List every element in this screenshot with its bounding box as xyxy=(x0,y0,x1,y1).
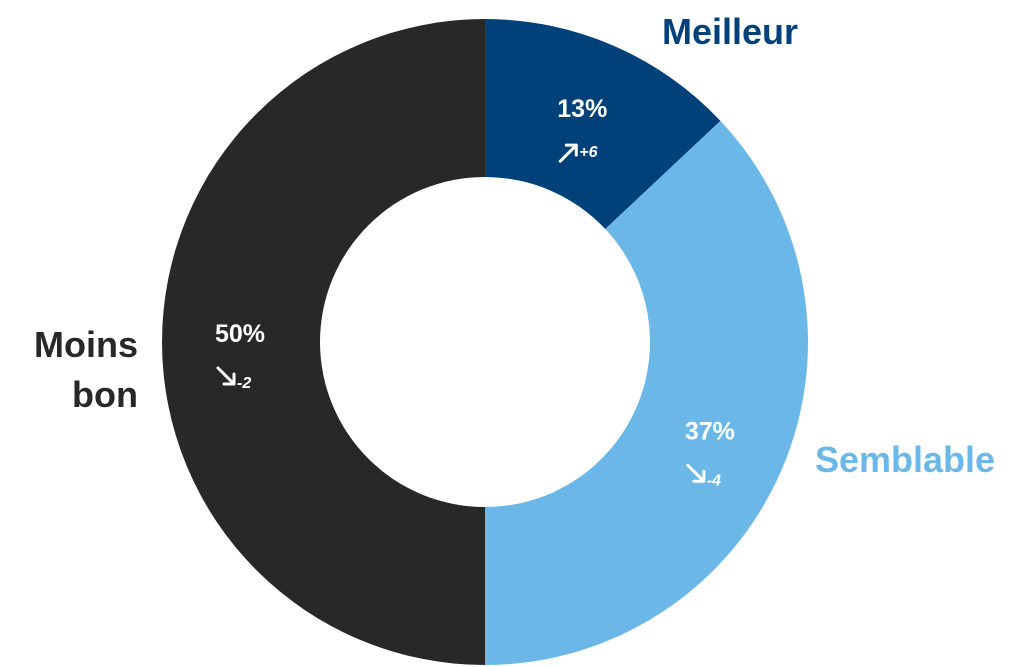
category-label: Semblable xyxy=(814,439,996,480)
value-label: 13% xyxy=(557,95,607,123)
category-label: Moins bon xyxy=(34,324,138,415)
change-indicator: -4 xyxy=(686,463,721,489)
donut-segment xyxy=(162,19,485,665)
value-label: 37% xyxy=(685,417,735,445)
category-label: Meilleur xyxy=(661,11,799,52)
change-indicator: +6 xyxy=(558,143,598,163)
value-label: 50% xyxy=(215,320,265,348)
change-label: -2 xyxy=(237,375,251,392)
trend-arrow xyxy=(558,143,578,163)
trend-arrow xyxy=(216,366,236,386)
change-indicator: -2 xyxy=(216,366,251,392)
donut-segment xyxy=(485,19,721,230)
donut-segment xyxy=(485,120,808,665)
change-label: +6 xyxy=(579,144,597,161)
change-label: -4 xyxy=(707,472,721,489)
trend-arrow xyxy=(686,463,706,483)
